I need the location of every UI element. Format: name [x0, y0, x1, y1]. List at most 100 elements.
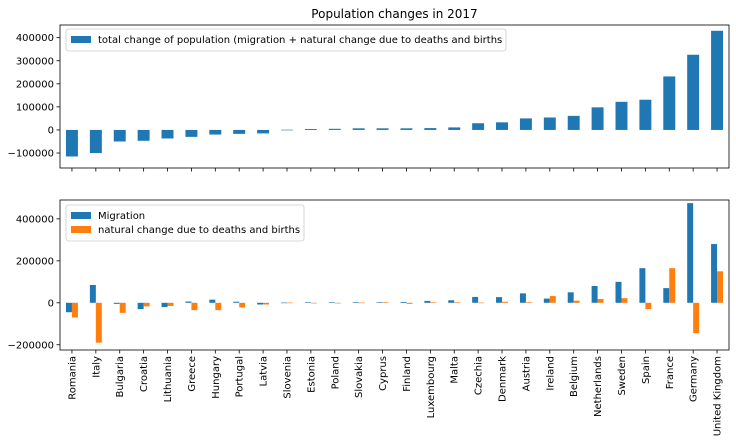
bar-migration-spain	[639, 268, 646, 303]
y-tick-label: −100000	[7, 149, 54, 160]
bar-natural-change-due-t-slovenia	[286, 302, 293, 304]
y-tick-label: −200000	[7, 340, 54, 351]
axes-frame	[59, 24, 730, 169]
bar-natural-change-due-t-germany	[693, 302, 700, 334]
bar-total-change-of-popu-sweden	[615, 101, 628, 130]
bar-natural-change-due-t-slovakia	[358, 302, 365, 304]
bar-total-change-of-popu-greece	[185, 129, 198, 137]
bar-migration-slovakia	[352, 302, 359, 303]
legend-label-migration: Migration	[98, 211, 145, 222]
bar-total-change-of-popu-estonia	[304, 129, 317, 130]
bar-migration-belgium	[567, 292, 574, 303]
bar-natural-change-due-t-lithuania	[167, 302, 174, 306]
bar-natural-change-due-t-belgium	[573, 300, 580, 303]
bar-migration-hungary	[209, 299, 216, 303]
bar-migration-latvia	[257, 302, 264, 305]
bar-total-change-of-popu-bulgaria	[113, 129, 126, 142]
bar-natural-change-due-t-united-kingdom	[717, 271, 724, 303]
x-tick-label-croatia: Croatia	[139, 356, 150, 392]
bar-natural-change-due-t-croatia	[143, 302, 150, 307]
bar-total-change-of-popu-czechia	[472, 123, 485, 130]
x-tick-label-hungary: Hungary	[211, 356, 222, 399]
bar-migration-greece	[185, 301, 192, 303]
bar-total-change-of-popu-italy	[89, 129, 102, 153]
x-tick-label-belgium: Belgium	[569, 356, 580, 397]
bar-natural-change-due-t-ireland	[549, 296, 556, 303]
bar-natural-change-due-t-malta	[454, 302, 461, 303]
x-tick-label-lithuania: Lithuania	[163, 356, 174, 402]
bar-natural-change-due-t-france	[669, 268, 676, 303]
bar-migration-luxembourg	[424, 300, 431, 303]
legend-swatch-natural-change-due-t	[71, 226, 91, 233]
bar-total-change-of-popu-germany	[687, 54, 700, 130]
chart-panel-top: −100000 0 100000 200000 300000 400000 Populati…	[7, 7, 730, 172]
chart-title: Population changes in 2017	[311, 7, 477, 21]
x-tick-label-czechia: Czechia	[474, 356, 485, 395]
bar-migration-czechia	[472, 296, 479, 303]
bar-migration-portugal	[233, 301, 240, 303]
bar-total-change-of-popu-belgium	[567, 115, 580, 130]
bar-natural-change-due-t-latvia	[263, 302, 270, 305]
x-tick-label-romania: Romania	[67, 356, 78, 400]
x-tick-label-latvia: Latvia	[259, 356, 270, 386]
bar-migration-croatia	[137, 302, 144, 310]
bar-natural-change-due-t-sweden	[621, 298, 628, 303]
bar-migration-poland	[328, 302, 335, 303]
bar-total-change-of-popu-lithuania	[161, 129, 174, 139]
x-tick-label-germany: Germany	[689, 356, 700, 402]
bar-natural-change-due-t-luxembourg	[430, 302, 437, 303]
bar-migration-denmark	[496, 297, 503, 303]
bar-natural-change-due-t-portugal	[239, 302, 246, 308]
axes-frame	[59, 199, 730, 351]
x-tick-label-bulgaria: Bulgaria	[115, 356, 126, 397]
bar-migration-united-kingdom	[711, 244, 718, 303]
bar-migration-cyprus	[376, 302, 383, 303]
y-tick-label: 0	[48, 125, 54, 136]
bar-total-change-of-popu-luxembourg	[424, 128, 437, 130]
bar-natural-change-due-t-spain	[645, 302, 652, 310]
bar-total-change-of-popu-netherlands	[591, 107, 604, 130]
bar-total-change-of-popu-spain	[639, 99, 652, 130]
x-tick-label-spain: Spain	[641, 356, 652, 384]
bar-migration-estonia	[304, 302, 311, 303]
x-tick-label-malta: Malta	[450, 356, 461, 384]
x-tick-label-ireland: Ireland	[545, 356, 556, 391]
bar-total-change-of-popu-hungary	[209, 129, 222, 135]
x-tick-label-cyprus: Cyprus	[378, 356, 389, 391]
x-tick-label-luxembourg: Luxembourg	[426, 356, 437, 418]
bar-migration-malta	[448, 300, 455, 303]
bar-migration-germany	[687, 203, 694, 303]
x-tick-label-finland: Finland	[402, 356, 413, 392]
x-tick-label-poland: Poland	[330, 356, 341, 389]
bar-migration-lithuania	[161, 302, 168, 307]
bar-total-change-of-popu-united-kingdom	[711, 30, 724, 130]
y-tick-label: 200000	[16, 256, 54, 267]
bar-natural-change-due-t-cyprus	[382, 302, 389, 303]
bar-total-change-of-popu-poland	[328, 128, 341, 130]
legend-swatch-migration	[71, 212, 91, 219]
bar-total-change-of-popu-portugal	[233, 129, 246, 134]
y-tick-label: 100000	[16, 102, 54, 113]
bar-natural-change-due-t-italy	[95, 302, 102, 343]
bar-natural-change-due-t-greece	[191, 302, 198, 311]
bar-total-change-of-popu-denmark	[496, 122, 508, 130]
bar-natural-change-due-t-hungary	[215, 302, 222, 311]
legend-label-total-change-of-popu: total change of population (migration + …	[98, 35, 502, 46]
y-tick-label: 300000	[16, 56, 54, 67]
bar-total-change-of-popu-slovenia	[281, 129, 293, 131]
bar-migration-france	[663, 288, 670, 303]
bar-natural-change-due-t-poland	[334, 302, 341, 304]
bar-total-change-of-popu-croatia	[137, 129, 150, 141]
bar-total-change-of-popu-slovakia	[352, 128, 365, 130]
bar-migration-romania	[65, 302, 72, 313]
bar-natural-change-due-t-netherlands	[597, 299, 604, 303]
x-tick-label-slovakia: Slovakia	[354, 356, 365, 398]
bar-total-change-of-popu-latvia	[257, 129, 270, 134]
x-tick-label-greece: Greece	[187, 356, 198, 392]
bar-natural-change-due-t-czechia	[478, 302, 485, 304]
legend-label-natural-change-due-t: natural change due to deaths and births	[98, 225, 300, 236]
bar-total-change-of-popu-france	[663, 76, 676, 130]
x-tick-label-sweden: Sweden	[617, 356, 628, 396]
y-tick-label: 400000	[16, 214, 54, 225]
y-tick-label: 400000	[16, 33, 54, 44]
